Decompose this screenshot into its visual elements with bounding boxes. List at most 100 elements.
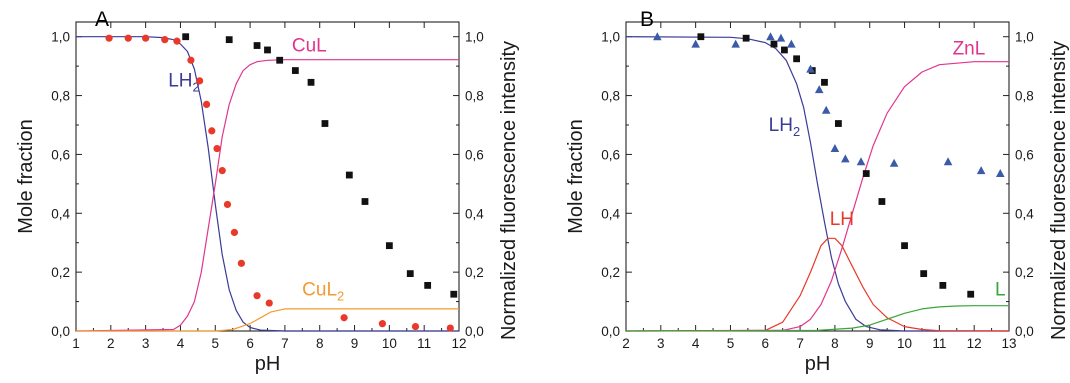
x-tick-label: 8 (831, 336, 839, 351)
x-tick-label: 2 (622, 336, 630, 351)
data-point-square (307, 78, 315, 86)
data-point-triangle (776, 33, 786, 42)
series-label: LH (830, 209, 854, 230)
x-tick-label: 11 (417, 336, 431, 351)
y2-tick-label: 0,0 (465, 324, 484, 339)
data-point-square (862, 170, 870, 177)
x-axis-label: pH (805, 353, 831, 375)
data-point-square (450, 290, 458, 298)
panel-label: B (640, 8, 654, 31)
data-point-circle (253, 292, 261, 300)
x-axis-label: pH (255, 353, 281, 375)
y-axis-label: Mole fraction (15, 119, 37, 234)
data-point-circle (124, 34, 132, 42)
data-point-square (182, 33, 190, 41)
x-tick-label: 6 (246, 336, 254, 351)
x-tick-label: 2 (107, 336, 115, 351)
data-point-triangle (766, 32, 775, 41)
y2-tick-label: 0,6 (1015, 147, 1034, 162)
series-label: LH2 (769, 115, 800, 139)
y2-tick-label: 0,6 (465, 147, 484, 162)
series-line (625, 305, 1009, 332)
data-point-circle (223, 200, 232, 209)
data-point-triangle (653, 32, 662, 41)
y2-tick-label: 1,0 (465, 30, 484, 45)
y2-tick-label: 0,8 (1015, 89, 1034, 104)
data-point-circle (173, 37, 181, 45)
series-label: L (995, 280, 1006, 301)
data-point-triangle (787, 39, 796, 48)
data-point-square (742, 34, 750, 42)
data-point-circle (187, 56, 195, 64)
x-tick-label: 12 (967, 336, 982, 351)
data-point-triangle (995, 169, 1005, 178)
data-point-triangle (830, 144, 840, 153)
data-point-circle (196, 77, 204, 85)
y-tick-label: 1,0 (601, 30, 620, 45)
data-point-square (385, 242, 393, 250)
data-point-triangle (731, 39, 740, 48)
y-tick-label: 0,6 (601, 147, 620, 162)
data-point-square (770, 40, 778, 48)
x-tick-label: 3 (142, 336, 150, 351)
data-point-triangle (976, 166, 986, 175)
x-tick-label: 4 (177, 336, 185, 351)
y2-tick-label: 0,4 (1015, 206, 1034, 221)
data-point-square (834, 120, 842, 127)
y2-tick-label: 0,4 (465, 206, 484, 221)
y-tick-label: 0,2 (601, 265, 620, 280)
data-point-triangle (943, 157, 953, 166)
series-line (625, 36, 1009, 332)
plot-frame (75, 21, 460, 332)
y-tick-label: 0,2 (51, 265, 70, 280)
y2-tick-label: 0,2 (465, 265, 484, 280)
y-tick-label: 0,0 (51, 324, 70, 339)
y-tick-label: 0,4 (601, 206, 620, 221)
y-tick-label: 0,6 (51, 147, 70, 162)
data-point-circle (208, 127, 216, 135)
x-tick-label: 5 (727, 336, 735, 351)
x-tick-label: 6 (762, 336, 770, 351)
data-point-circle (378, 320, 386, 328)
data-point-square (276, 56, 284, 64)
y-tick-label: 0,8 (601, 89, 620, 104)
data-point-square (321, 120, 329, 127)
data-point-square (225, 36, 233, 44)
y-tick-label: 0,4 (51, 206, 70, 221)
chart-panel-A: 1 2 3 4 5 6 7 8 9 10 11 120,0 0,00,2 0,20,4 0,40,6 0,60… (15, 8, 520, 375)
y-axis-label: Mole fraction (565, 119, 587, 234)
data-point-circle (202, 100, 211, 108)
data-point-square (697, 33, 705, 41)
x-tick-label: 13 (1001, 336, 1016, 351)
data-point-square (821, 78, 828, 86)
y2-tick-label: 0,2 (1015, 265, 1034, 280)
x-tick-label: 9 (866, 336, 874, 351)
x-tick-label: 8 (316, 336, 324, 351)
data-point-square (793, 55, 801, 63)
data-point-circle (265, 299, 273, 307)
y-tick-label: 0,8 (51, 89, 70, 104)
series-line (76, 36, 459, 332)
series-label: CuL2 (302, 280, 344, 304)
y2-tick-label: 0,0 (1015, 324, 1034, 339)
y-tick-label: 0,0 (601, 324, 620, 339)
x-tick-label: 12 (451, 336, 466, 351)
data-point-square (361, 198, 369, 205)
data-point-circle (340, 314, 348, 322)
data-point-triangle (889, 158, 899, 167)
data-point-triangle (814, 85, 824, 94)
data-point-circle (161, 36, 169, 44)
data-point-square (253, 42, 261, 49)
x-tick-label: 1 (72, 336, 80, 351)
x-tick-label: 3 (657, 336, 665, 351)
data-point-triangle (856, 157, 866, 166)
data-point-square (291, 67, 299, 74)
series-line (76, 308, 459, 332)
series-line (75, 59, 459, 332)
x-tick-label: 7 (796, 336, 804, 351)
data-point-square (901, 242, 908, 250)
x-tick-label: 10 (382, 336, 397, 351)
x-tick-label: 5 (212, 336, 220, 351)
data-point-square (424, 281, 432, 289)
